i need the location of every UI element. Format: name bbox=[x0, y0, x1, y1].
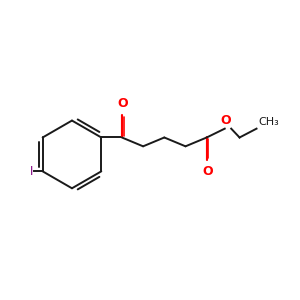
Text: O: O bbox=[202, 165, 213, 178]
Text: O: O bbox=[220, 114, 231, 127]
Text: O: O bbox=[118, 97, 128, 110]
Text: CH₃: CH₃ bbox=[258, 117, 279, 127]
Text: I: I bbox=[30, 165, 33, 178]
